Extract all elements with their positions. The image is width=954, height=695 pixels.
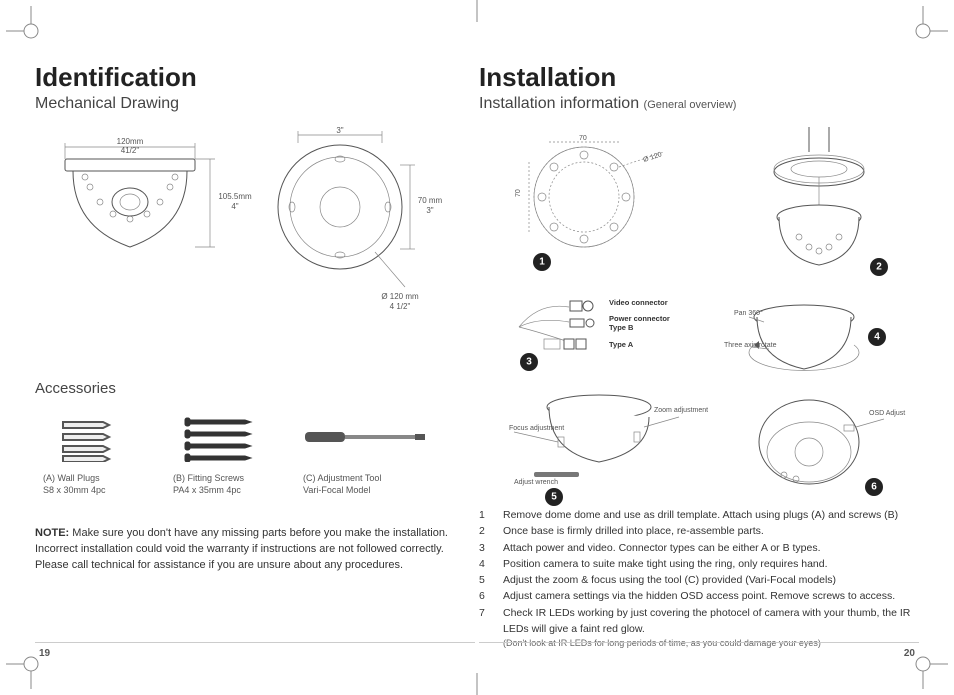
footer-rule-right xyxy=(479,642,919,643)
crop-mark-bottom-center xyxy=(461,665,493,695)
svg-text:120mm: 120mm xyxy=(117,137,144,146)
svg-text:Pan 360°: Pan 360° xyxy=(734,309,763,317)
install-diagrams: 70 70 Ø 120 1 xyxy=(479,127,919,507)
svg-text:Zoom adjustment: Zoom adjustment xyxy=(654,407,708,414)
step-num-4: 4 xyxy=(479,556,489,572)
svg-text:3: 3 xyxy=(526,357,532,368)
svg-text:70: 70 xyxy=(515,189,522,197)
step-5: Adjust the zoom & focus using the tool (… xyxy=(503,572,836,588)
crop-mark-top-center xyxy=(461,0,493,30)
svg-text:70 mm: 70 mm xyxy=(418,196,443,205)
step-1: Remove dome dome and use as drill templa… xyxy=(503,507,898,523)
screwdriver-icon xyxy=(303,422,433,452)
svg-text:Ø 120: Ø 120 xyxy=(642,151,662,164)
step-6: Adjust camera settings via the hidden OS… xyxy=(503,588,895,604)
svg-text:Type A: Type A xyxy=(609,340,634,349)
title-installation: Installation xyxy=(479,62,919,93)
step-num-7: 7 xyxy=(479,605,489,638)
svg-text:1: 1 xyxy=(539,257,545,268)
note-block: NOTE: Make sure you don't have any missi… xyxy=(35,526,475,574)
step-7: Check IR LEDs working by just covering t… xyxy=(503,605,919,638)
svg-text:105.5mm: 105.5mm xyxy=(218,192,252,201)
acc-tool: (C) Adjustment Tool Vari-Focal Model xyxy=(303,407,433,496)
svg-text:Video connector: Video connector xyxy=(609,298,668,307)
svg-text:Power connector: Power connector xyxy=(609,314,670,323)
svg-text:OSD Adjust: OSD Adjust xyxy=(869,410,905,417)
page-right: Installation Installation information (G… xyxy=(479,30,919,665)
svg-text:5: 5 xyxy=(551,492,557,503)
step-3: Attach power and video. Connector types … xyxy=(503,540,821,556)
svg-text:3": 3" xyxy=(336,127,343,135)
subtitle-mechanical: Mechanical Drawing xyxy=(35,95,475,113)
step-num-3: 3 xyxy=(479,540,489,556)
step-warning: (Don't look at IR LEDs for long periods … xyxy=(503,637,919,651)
wall-plugs-icon xyxy=(58,412,128,462)
svg-text:41/2": 41/2" xyxy=(121,146,140,155)
svg-text:4: 4 xyxy=(874,332,880,343)
note-label: NOTE: xyxy=(35,527,69,539)
title-identification: Identification xyxy=(35,62,475,93)
page-number-19: 19 xyxy=(39,648,50,659)
svg-text:4 1/2": 4 1/2" xyxy=(390,302,411,311)
svg-text:Type B: Type B xyxy=(609,323,634,332)
svg-text:Three axis rotate: Three axis rotate xyxy=(724,342,777,349)
step-4: Position camera to suite make tight usin… xyxy=(503,556,828,572)
svg-text:Ø 120 mm: Ø 120 mm xyxy=(381,292,419,301)
step-2: Once base is firmly drilled into place, … xyxy=(503,523,764,539)
note-body: Make sure you don't have any missing par… xyxy=(35,527,448,571)
step-num-1: 1 xyxy=(479,507,489,523)
screws-icon xyxy=(183,412,263,462)
subtitle-installation: Installation information (General overvi… xyxy=(479,95,919,113)
acc-c-line1: (C) Adjustment Tool xyxy=(303,473,381,483)
accessories-row: (A) Wall Plugs S8 x 30mm 4pc (B) Fitting … xyxy=(35,407,475,496)
svg-text:2: 2 xyxy=(876,262,882,273)
subtitle-main: Installation information xyxy=(479,95,644,112)
page-left: Identification Mechanical Drawing 120mm … xyxy=(35,30,475,665)
acc-wall-plugs: (A) Wall Plugs S8 x 30mm 4pc xyxy=(43,407,143,496)
step-num-6: 6 xyxy=(479,588,489,604)
step-num-2: 2 xyxy=(479,523,489,539)
svg-text:70: 70 xyxy=(579,135,587,142)
acc-a-line2: S8 x 30mm 4pc xyxy=(43,485,106,495)
acc-b-line1: (B) Fitting Screws xyxy=(173,473,244,483)
acc-a-line1: (A) Wall Plugs xyxy=(43,473,100,483)
page-number-20: 20 xyxy=(904,648,915,659)
acc-screws: (B) Fitting Screws PA4 x 35mm 4pc xyxy=(173,407,273,496)
steps-list: 1 Remove dome dome and use as drill templ… xyxy=(479,507,919,651)
svg-text:3": 3" xyxy=(426,206,433,215)
svg-text:Adjust wrench: Adjust wrench xyxy=(514,479,558,486)
svg-text:4": 4" xyxy=(231,202,238,211)
mechanical-drawing: 120mm 41/2" 105.5mm 4" xyxy=(35,127,455,357)
footer-rule-left xyxy=(35,642,475,643)
subtitle-paren: (General overview) xyxy=(644,99,737,111)
acc-c-line2: Vari-Focal Model xyxy=(303,485,370,495)
svg-text:Focus adjustment: Focus adjustment xyxy=(509,425,564,432)
acc-b-line2: PA4 x 35mm 4pc xyxy=(173,485,241,495)
step-num-5: 5 xyxy=(479,572,489,588)
svg-text:6: 6 xyxy=(871,482,877,493)
accessories-title: Accessories xyxy=(35,380,475,397)
